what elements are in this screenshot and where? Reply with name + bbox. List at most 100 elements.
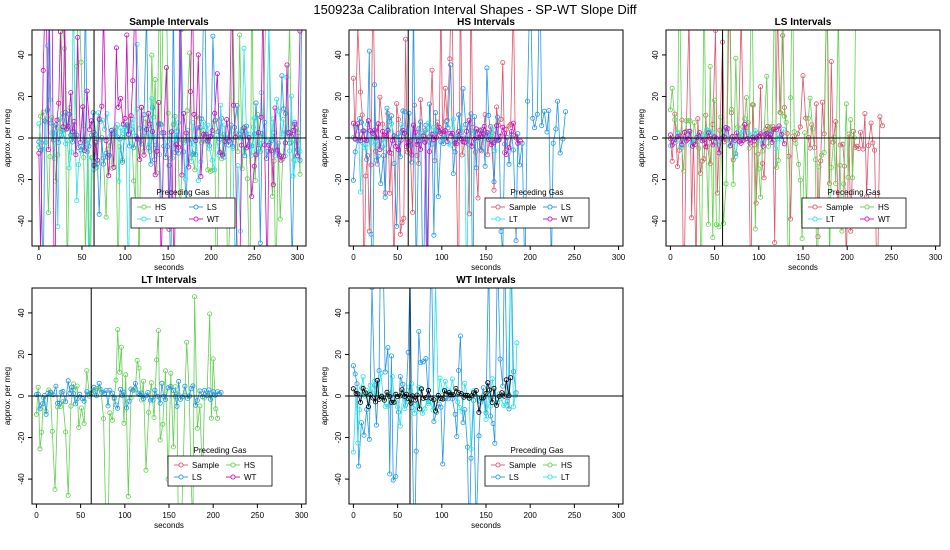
data-point-wt xyxy=(181,111,187,117)
data-point-hs xyxy=(796,161,802,167)
data-point-hs xyxy=(81,154,87,160)
data-point-hs xyxy=(215,415,221,421)
data-point-sp xyxy=(372,399,378,405)
data-point-ls xyxy=(483,410,489,416)
data-point-hs xyxy=(152,77,158,83)
data-point-hs xyxy=(793,140,799,146)
legend-label-hs: HS xyxy=(244,461,255,470)
data-point-ls xyxy=(438,404,444,410)
data-point-ls xyxy=(397,374,403,380)
x-tick-label: 300 xyxy=(295,511,309,520)
data-point-hs xyxy=(783,119,789,125)
data-point-wt xyxy=(449,130,455,136)
data-point-wt xyxy=(506,145,512,151)
data-point-ls xyxy=(435,194,441,200)
data-point-hs xyxy=(184,339,190,345)
data-point-wt xyxy=(191,111,197,117)
y-tick-label: -40 xyxy=(334,215,343,227)
data-point-ls xyxy=(500,383,506,389)
data-point-wt xyxy=(377,147,383,153)
data-point-wt xyxy=(108,127,114,133)
data-point-hs xyxy=(76,424,82,430)
data-point-wt xyxy=(154,148,160,154)
data-point-lt xyxy=(494,400,500,406)
data-point-sp xyxy=(365,404,371,410)
data-point-hs xyxy=(146,409,152,415)
x-tick-label: 150 xyxy=(796,253,810,262)
data-point-wt xyxy=(124,32,130,38)
data-point-hs xyxy=(831,134,837,140)
data-point-ls xyxy=(456,112,462,118)
data-point-ls xyxy=(418,119,424,125)
data-point-sample xyxy=(429,67,435,73)
data-point-wt xyxy=(126,131,132,137)
data-point-wt xyxy=(286,130,292,136)
data-point-hs xyxy=(213,406,219,412)
data-point-lt xyxy=(120,130,126,136)
data-point-sample xyxy=(862,111,868,117)
data-point-wt xyxy=(760,143,766,149)
data-point-sample xyxy=(482,112,488,118)
data-point-ls xyxy=(190,383,196,389)
data-point-lt xyxy=(462,380,468,386)
data-point-lt xyxy=(123,127,129,133)
data-point-lt xyxy=(241,45,247,51)
plot-area xyxy=(350,30,569,246)
data-point-sp xyxy=(376,396,382,402)
y-tick-label: 0 xyxy=(651,135,660,140)
data-point-wt xyxy=(95,157,101,163)
data-point-wt xyxy=(281,153,287,159)
data-point-ls xyxy=(482,163,488,169)
data-point-wt xyxy=(219,152,225,158)
data-point-ls xyxy=(555,98,561,104)
data-point-wt xyxy=(113,45,119,51)
data-point-hs xyxy=(208,415,214,421)
data-point-lt xyxy=(293,157,299,163)
data-point-wt xyxy=(412,129,418,135)
data-point-lt xyxy=(492,148,498,154)
data-point-ls xyxy=(368,231,374,237)
legend-label-wt: WT xyxy=(878,215,891,224)
data-point-hs xyxy=(151,414,157,420)
data-point-ls xyxy=(431,232,437,238)
data-point-ls xyxy=(145,389,151,395)
data-point-hs xyxy=(705,221,711,227)
data-point-wt xyxy=(776,123,782,129)
x-tick-label: 200 xyxy=(207,511,221,520)
data-point-ls xyxy=(145,145,151,151)
panel-title: Sample Intervals xyxy=(129,17,209,28)
data-point-wt xyxy=(734,130,740,136)
legend-box xyxy=(130,197,236,229)
data-point-hs xyxy=(101,416,107,422)
data-point-sp xyxy=(450,392,456,398)
data-point-sample xyxy=(498,116,504,122)
data-point-sample xyxy=(780,33,786,39)
legend-label-hs: HS xyxy=(561,461,572,470)
data-point-lt xyxy=(49,130,55,136)
data-point-hs xyxy=(194,425,200,431)
data-point-ls xyxy=(471,114,477,120)
legend-label-lt: LT xyxy=(155,215,164,224)
data-point-lt xyxy=(279,134,285,140)
data-point-wt xyxy=(106,173,112,179)
data-point-hs xyxy=(239,166,245,172)
data-point-ls xyxy=(124,122,130,128)
data-point-hs xyxy=(140,378,146,384)
data-point-wt xyxy=(418,146,424,152)
data-point-ls xyxy=(506,161,512,167)
data-point-ls xyxy=(468,111,474,117)
data-point-ls xyxy=(174,403,180,409)
data-point-ls xyxy=(506,406,512,412)
legend-title: Preceding Gas xyxy=(828,188,881,197)
data-point-wt xyxy=(352,136,358,142)
data-point-lt xyxy=(385,403,391,409)
series-line-ls xyxy=(353,288,517,504)
data-point-hs xyxy=(756,166,762,172)
data-point-sample xyxy=(387,190,393,196)
data-point-lt xyxy=(449,376,455,382)
data-point-hs xyxy=(843,101,849,107)
data-point-wt xyxy=(491,140,497,146)
data-point-ls xyxy=(37,406,43,412)
data-point-sample xyxy=(350,75,356,81)
data-point-hs xyxy=(155,328,161,334)
